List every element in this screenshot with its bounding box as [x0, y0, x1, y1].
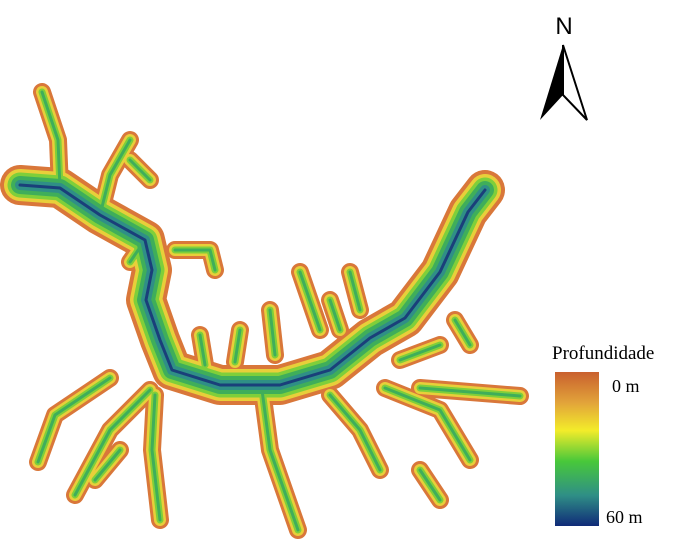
arrow-right [563, 45, 587, 120]
map: N Profundidade 0 m 60 m [0, 0, 686, 544]
arrow-left [540, 45, 563, 120]
legend-label: 0 m [612, 376, 640, 396]
north-label: N [555, 13, 572, 40]
legend-label: 60 m [606, 507, 643, 527]
north-arrow: N [540, 13, 587, 120]
reservoir [20, 92, 520, 530]
legend: Profundidade 0 m 60 m [552, 343, 654, 527]
color-ramp [555, 372, 599, 526]
legend-title: Profundidade [552, 343, 654, 364]
